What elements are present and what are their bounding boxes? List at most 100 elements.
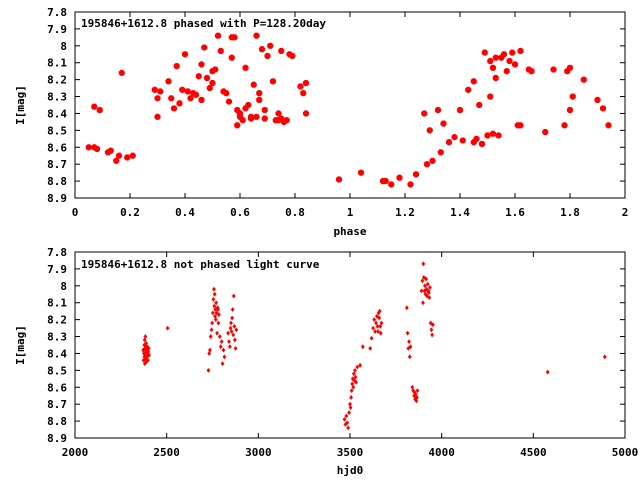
phased-plot-frame [74, 11, 626, 199]
phased-plot-xtick-label: 1.8 [560, 206, 580, 219]
phased-plot-data-point [256, 90, 263, 97]
unphased-plot-data-point [427, 295, 432, 301]
unphased-plot-data-point [142, 342, 147, 348]
phased-plot-ytick-label: 7.9 [47, 23, 67, 36]
phased-plot-data-point [470, 78, 477, 85]
unphased-plot-data-point [210, 310, 215, 316]
phased-plot-data-point [187, 95, 194, 102]
phased-plot-data-point [253, 113, 260, 120]
phased-plot-data-point [85, 144, 92, 151]
unphased-plot-data-point [424, 276, 429, 282]
phased-plot-data-point [258, 46, 266, 53]
phased-plot-data-point [209, 79, 216, 87]
unphased-plot-data-point [211, 296, 216, 302]
unphased-plot-xtick-label: 2500 [153, 446, 180, 459]
unphased-plot-data-point [411, 388, 416, 394]
phased-plot-data-point [170, 105, 178, 112]
unphased-plot-data-point [144, 340, 149, 346]
unphased-plot-ytick-label: 8.4 [47, 347, 67, 360]
unphased-plot-data-point [428, 285, 432, 290]
unphased-plot-data-point [377, 315, 382, 321]
unphased-plot-data-point [217, 334, 222, 339]
unphased-plot-data-point [216, 320, 221, 326]
phased-plot-data-point [115, 152, 123, 159]
unphased-plot-data-point [146, 349, 151, 355]
phased-plot-data-point [198, 61, 205, 68]
phased-plot-data-point [176, 100, 183, 107]
phased-plot-data-point [550, 66, 557, 73]
unphased-plot-data-point [421, 274, 426, 280]
phased-plot-data-point [201, 44, 208, 51]
phased-plot-data-point [426, 127, 433, 134]
unphased-plot-data-point [227, 344, 232, 350]
unphased-plot-ytick-label: 8.6 [47, 381, 67, 394]
unphased-plot-data-point [545, 369, 550, 375]
phased-plot-data-point [261, 107, 268, 114]
phased-plot-ytick-label: 8.4 [47, 107, 67, 120]
unphased-plot-data-point [423, 283, 427, 289]
phased-plot-data-point [206, 85, 213, 92]
unphased-plot-xtick-label: 3000 [245, 446, 272, 459]
unphased-plot-data-point [231, 332, 236, 338]
phased-plot-data-point [423, 161, 431, 168]
unphased-plot-data-point [143, 334, 148, 339]
unphased-plot-data-point [421, 300, 425, 306]
unphased-plot-data-point [234, 327, 239, 333]
phased-plot-data-point [256, 96, 263, 103]
phased-plot-data-point [173, 63, 180, 70]
unphased-plot-frame [74, 251, 626, 439]
unphased-plot-data-point [354, 379, 358, 385]
phased-plot-data-point [566, 64, 574, 71]
unphased-plot-data-point [207, 351, 212, 356]
unphased-plot-data-point [213, 307, 218, 312]
phased-plot-data-point [228, 54, 235, 61]
unphased-plot-data-point [229, 329, 234, 334]
unphased-plot-data-point [374, 320, 378, 326]
unphased-plot-data-point [221, 347, 226, 353]
unphased-plot-data-point [422, 288, 427, 294]
unphased-plot-data-point [352, 378, 357, 383]
phased-plot-data-point [302, 79, 310, 87]
phased-plot-data-point [434, 107, 442, 114]
unphased-plot-ytick-label: 8.8 [47, 415, 67, 428]
phased-plot-data-point [456, 107, 464, 114]
unphased-plot-data-point [407, 354, 412, 360]
unphased-plot-ytick-label: 7.8 [47, 246, 67, 259]
phased-plot-xtick-label: 1.6 [505, 206, 525, 219]
phased-plot-data-point [245, 101, 252, 109]
phased-plot-data-point [184, 88, 191, 95]
phased-plot-ytick-label: 8.5 [47, 124, 67, 137]
phased-plot-data-point [195, 73, 202, 80]
phased-plot-xtick-label: 0.2 [120, 206, 140, 219]
unphased-plot-data-point [429, 327, 434, 333]
phased-plot-data-point [154, 95, 161, 102]
unphased-plot-data-point [146, 345, 151, 351]
unphased-plot-data-point [216, 312, 221, 317]
phased-plot-data-point [492, 54, 499, 61]
phased-plot-data-point [481, 49, 488, 56]
unphased-plot-data-point [421, 261, 426, 267]
unphased-plot-data-point [347, 410, 352, 416]
phased-plot-data-point [506, 57, 513, 65]
phased-plot-ticks: 0 0.2 0.4 0.6 0.8 1 1.2 1.4 1.6 1.8 2 7.8 7.9 8 8.1 8.2… [47, 6, 628, 219]
unphased-plot-data-point [232, 337, 237, 343]
unphased-plot-data-point [430, 332, 435, 338]
phased-plot-data-point [478, 140, 486, 147]
unphased-plot-data-point [209, 327, 214, 333]
unphased-plot-data-point [144, 354, 149, 360]
unphased-plot-data-point [378, 324, 383, 329]
phased-plot-data-point [223, 90, 230, 97]
unphased-plot-data-point [371, 325, 376, 331]
unphased-plot-data-point [212, 291, 217, 297]
unphased-plot-data-point [227, 339, 231, 345]
unphased-plot-data-point [419, 288, 424, 294]
unphased-plot-title: 195846+1612.8 not phased light curve [81, 258, 320, 271]
phased-plot-data-point [484, 132, 491, 139]
unphased-plot-data-point [351, 384, 356, 390]
unphased-plot-xtick-label: 4000 [428, 446, 455, 459]
phased-plot-ytick-label: 8.1 [47, 57, 67, 70]
phased-plot-data-point [231, 34, 238, 41]
unphased-plot-ytick-label: 8.3 [47, 331, 67, 344]
phased-plot-data-point [594, 96, 601, 103]
phased-plot-data-point [500, 51, 508, 58]
